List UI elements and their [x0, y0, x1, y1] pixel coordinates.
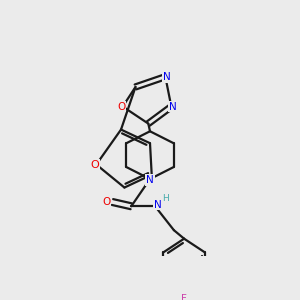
- Text: N: N: [163, 72, 171, 82]
- Text: N: N: [154, 200, 161, 210]
- Text: F: F: [181, 294, 187, 300]
- Text: N: N: [169, 102, 177, 112]
- Text: O: O: [90, 160, 99, 170]
- Text: O: O: [117, 102, 125, 112]
- Text: H: H: [162, 194, 169, 203]
- Text: O: O: [102, 197, 111, 207]
- Text: N: N: [146, 175, 154, 185]
